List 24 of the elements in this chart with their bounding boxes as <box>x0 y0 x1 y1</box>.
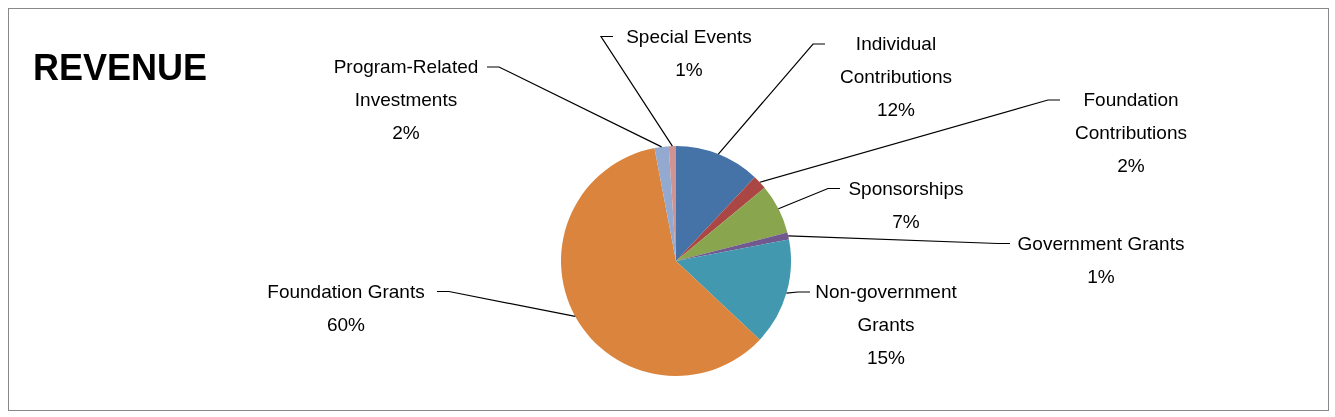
pie-slice <box>676 239 791 340</box>
data-label: 2% <box>1117 155 1145 176</box>
slice-label: Sponsorships <box>848 177 964 199</box>
data-label: 2% <box>392 122 420 143</box>
data-label: 1% <box>1087 265 1115 287</box>
data-label: 7% <box>892 210 920 232</box>
pie-slice <box>676 187 788 261</box>
slice-label: Individual Contributions <box>840 33 952 87</box>
data-label: 12% <box>876 99 916 120</box>
pie-slice <box>561 148 760 376</box>
data-label: 60% <box>326 313 366 335</box>
slice-label: Foundation Grants <box>267 280 425 302</box>
pie-slice <box>676 177 765 261</box>
pie-slice <box>654 146 676 261</box>
pie-slice <box>676 232 789 261</box>
data-label: 1% <box>675 58 703 80</box>
text: REVENUE <box>33 47 208 89</box>
data-label: 15% <box>866 347 906 368</box>
slice-label: Non-government Grants <box>815 281 958 335</box>
slice-label: Government Grants <box>1017 232 1185 254</box>
slice-label: Program-Related Investments <box>333 56 479 110</box>
slice-label: Foundation Contributions <box>1075 89 1187 143</box>
slice-label: Special Events <box>626 25 752 47</box>
pie-slice <box>676 146 755 261</box>
